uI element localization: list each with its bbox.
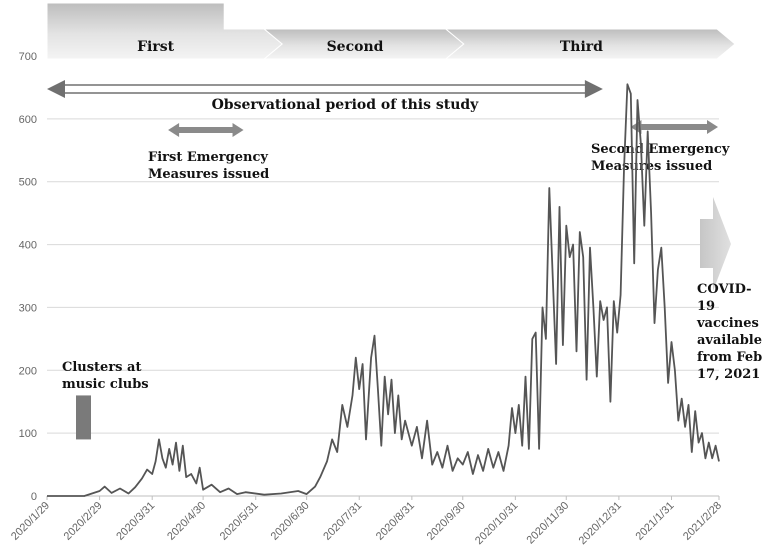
vaccine-line6: 17, 2021: [697, 367, 760, 382]
x-tick-label: 2020/3/31: [114, 500, 157, 543]
y-tick-label: 300: [19, 302, 37, 314]
x-tick-label: 2020/9/30: [425, 500, 468, 543]
first-emergency-arrow-left-head: [168, 123, 180, 137]
x-tick-label: 2021/1/31: [634, 500, 677, 543]
y-tick-label: 700: [19, 51, 37, 63]
x-tick-label: 2020/8/31: [374, 500, 417, 543]
x-tick-label: 2020/6/30: [269, 500, 312, 543]
clusters-line1: Clusters at: [62, 360, 141, 375]
clusters-line2: music clubs: [62, 377, 149, 392]
vaccine-line3: vaccines: [696, 316, 759, 331]
vaccine-arrow: [700, 197, 731, 291]
surge-label-first: First: [137, 39, 175, 55]
x-tick-label: 2020/10/31: [473, 500, 520, 547]
case-series: [47, 83, 720, 497]
first-emergency-arrow-shaft: [177, 127, 235, 133]
y-tick-label: 500: [19, 177, 37, 189]
x-tick-label: 2020/7/31: [321, 500, 364, 543]
vaccine-line1: COVID-: [697, 282, 752, 297]
observational-period-label: Observational period of this study: [212, 97, 480, 113]
y-tick-label: 200: [19, 365, 37, 377]
case-series-line: [47, 83, 720, 497]
surge-label-second: Second: [327, 39, 384, 55]
observational-period-left-head: [47, 80, 65, 98]
surge-label-third: Third: [560, 39, 603, 55]
second-emergency-line1: Second Emergency: [591, 142, 730, 157]
first-emergency-arrow-right-head: [232, 123, 244, 137]
clusters-marker: [76, 395, 91, 440]
observational-period-shaft: [60, 84, 590, 94]
y-tick-label: 600: [19, 114, 37, 126]
first-emergency-line2: Measures issued: [148, 167, 269, 182]
x-tick-label: 2020/4/30: [165, 500, 208, 543]
x-tick-label: 2020/5/31: [218, 500, 261, 543]
y-axis-ticks: 0 100 200 300 400 500 600 700: [19, 51, 37, 503]
second-emergency-line2: Measures issued: [591, 159, 712, 174]
x-axis-ticks: 2020/1/29 2020/2/29 2020/3/31 2020/4/30 2020…: [9, 496, 724, 547]
surge-band-third: [444, 28, 736, 60]
vaccine-line5: from Feb: [697, 350, 762, 365]
vaccine-line4: available: [697, 333, 762, 348]
x-tick-label: 2020/1/29: [9, 500, 52, 543]
x-tick-label: 2021/2/28: [681, 500, 724, 543]
y-tick-label: 100: [19, 428, 37, 440]
grid-lines: [47, 55, 719, 497]
x-tick-label: 2020/12/31: [577, 500, 624, 547]
y-tick-label: 0: [31, 491, 37, 503]
x-tick-label: 2020/2/29: [62, 500, 105, 543]
observational-period-right-head: [584, 80, 603, 98]
annotations: SurgeFirstSecondThirdObservational perio…: [46, 2, 762, 440]
vaccine-line2: 19: [697, 299, 715, 314]
second-emergency-arrow-right-head: [707, 120, 718, 134]
y-tick-label: 400: [19, 240, 37, 252]
second-emergency-arrow-shaft: [639, 124, 709, 130]
first-emergency-line1: First Emergency: [148, 150, 268, 165]
x-tick-label: 2020/11/30: [525, 500, 572, 547]
